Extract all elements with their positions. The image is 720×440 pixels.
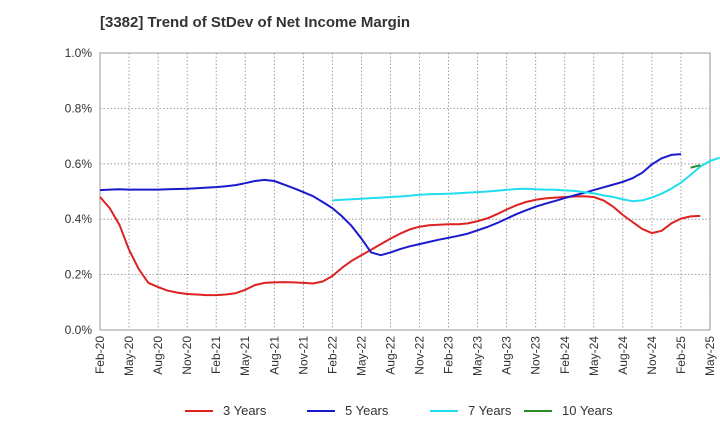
y-tick-label: 0.6% (65, 157, 93, 171)
x-axis-ticks: Feb-20 May-20 Aug-20 Nov-20 Feb-21 May-21 Aug-… (93, 336, 717, 376)
x-tick-label: Aug-21 (267, 336, 281, 375)
series-lines (99, 153, 720, 297)
y-tick-label: 0.2% (65, 268, 93, 282)
legend-label: 3 Years (223, 403, 267, 418)
x-tick-label: May-25 (703, 336, 717, 376)
x-tick-label: Aug-22 (383, 336, 397, 375)
x-tick-label: Feb-21 (209, 336, 223, 374)
x-tick-label: Nov-22 (413, 336, 427, 375)
x-tick-label: Nov-21 (296, 336, 310, 375)
x-tick-label: Feb-20 (93, 336, 107, 374)
x-tick-label: May-23 (471, 336, 485, 376)
series-line-7-years (332, 156, 720, 203)
y-tick-label: 1.0% (65, 46, 93, 60)
legend-label: 7 Years (468, 403, 512, 418)
x-tick-label: Aug-24 (616, 336, 630, 375)
x-tick-label: Nov-20 (180, 336, 194, 375)
legend-label: 5 Years (345, 403, 389, 418)
plot-area (99, 52, 711, 331)
y-tick-label: 0.4% (65, 212, 93, 226)
series-line-10-years (690, 164, 701, 169)
x-tick-label: May-24 (587, 336, 601, 376)
x-tick-label: Aug-20 (151, 336, 165, 375)
legend: 3 Years 5 Years 7 Years 10 Years (185, 403, 613, 418)
chart-title: [3382] Trend of StDev of Net Income Marg… (100, 14, 411, 31)
x-tick-label: Aug-23 (500, 336, 514, 375)
y-tick-label: 0.0% (65, 323, 93, 337)
x-tick-label: May-20 (122, 336, 136, 376)
y-tick-label: 0.8% (65, 101, 93, 115)
x-tick-label: Feb-23 (442, 336, 456, 374)
series-line-3-years (99, 195, 701, 297)
x-tick-label: May-22 (354, 336, 368, 376)
grid-lines (100, 53, 711, 330)
x-tick-label: May-21 (238, 336, 252, 376)
x-tick-label: Feb-22 (325, 336, 339, 374)
x-tick-label: Feb-24 (558, 336, 572, 374)
x-tick-label: Feb-25 (674, 336, 688, 374)
y-axis-ticks: 0.0% 0.2% 0.4% 0.6% 0.8% 1.0% (65, 46, 93, 337)
legend-label: 10 Years (562, 403, 613, 418)
x-tick-label: Nov-24 (645, 336, 659, 375)
x-tick-label: Nov-23 (529, 336, 543, 375)
